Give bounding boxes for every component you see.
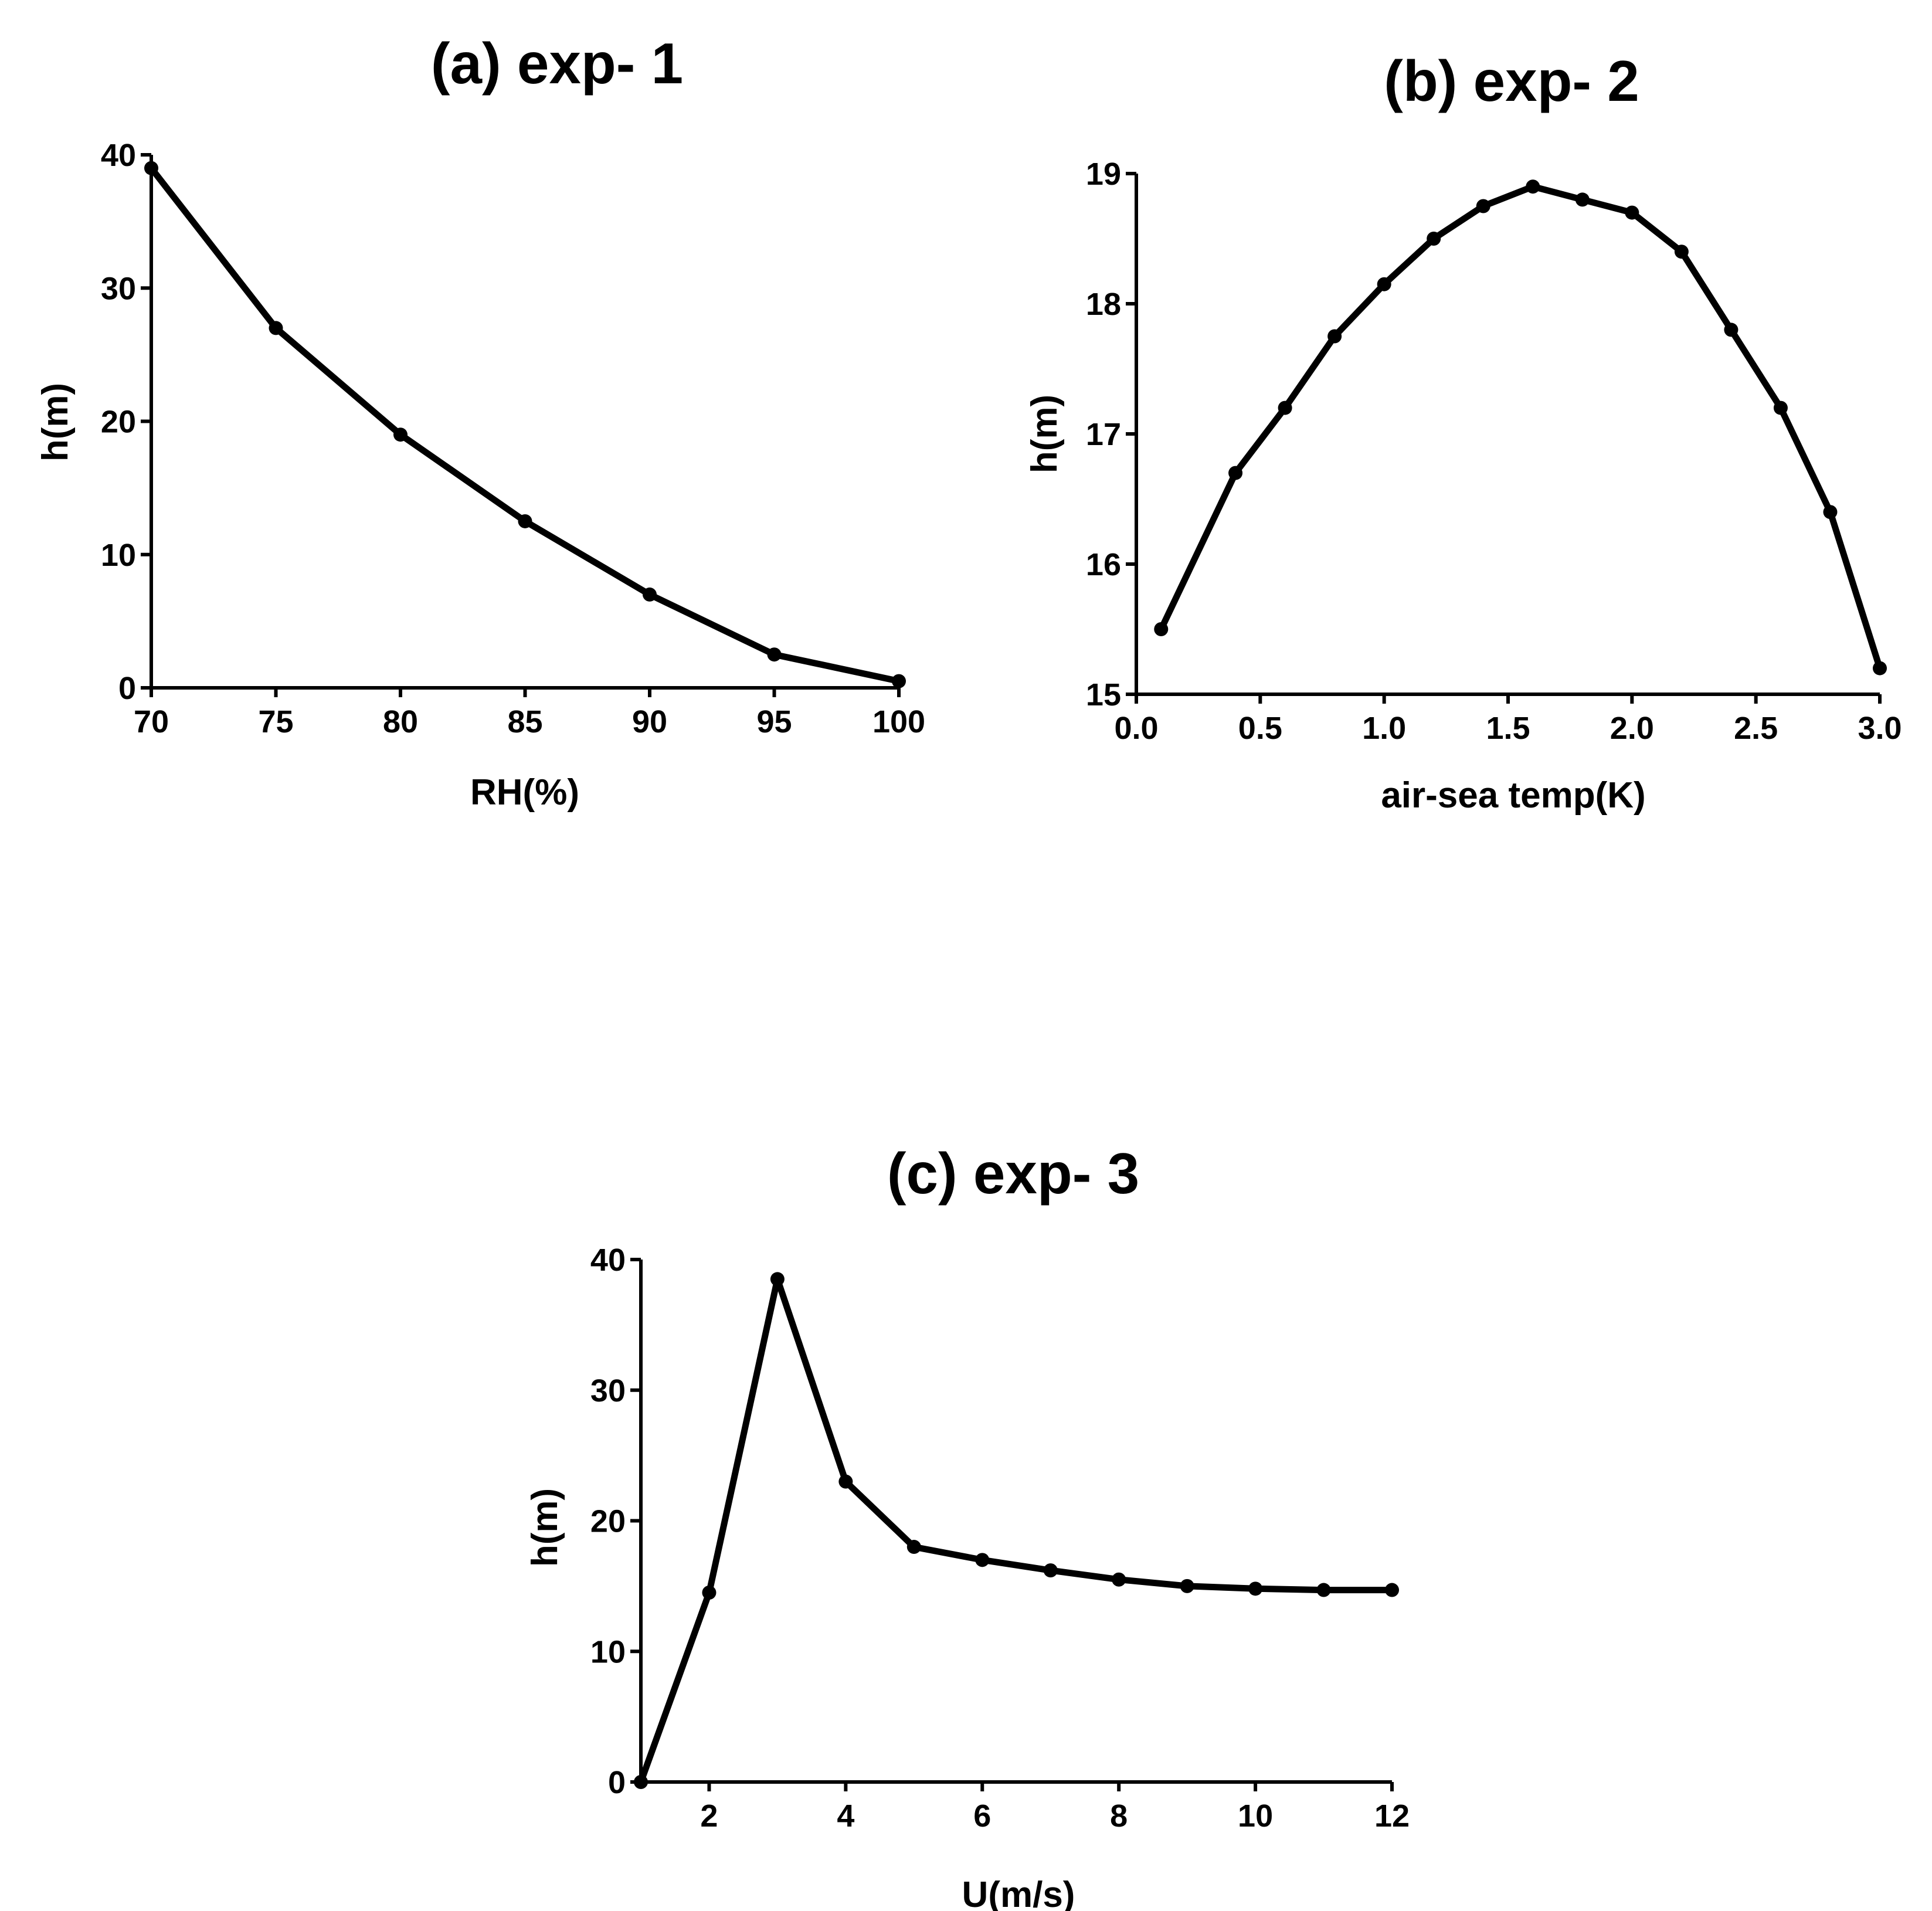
panel-c-exp-3: (c) exp- 3 2 4 6 8 10 12 0 10 20 30 40 U(m/s) h(m) bbox=[525, 1141, 1410, 1911]
panel-a-y-tick-label: 20 bbox=[101, 405, 136, 440]
panel-a-x-tick-label: 90 bbox=[632, 704, 667, 739]
panel-a-x-tick-label: 85 bbox=[507, 704, 542, 739]
panel-a-y-tick-label: 40 bbox=[101, 138, 136, 173]
panel-a-plot-area: 70 75 80 85 90 95 100 0 10 20 30 40 bbox=[101, 138, 925, 739]
panel-c-data-point bbox=[1385, 1583, 1399, 1597]
panel-c-data-point bbox=[975, 1553, 990, 1567]
panel-c-y-tick-label: 0 bbox=[608, 1765, 626, 1800]
panel-c-plot-area: 2 4 6 8 10 12 0 10 20 30 40 bbox=[590, 1243, 1410, 1834]
panel-a-y-axis-label: h(m) bbox=[35, 383, 76, 461]
panel-b-x-tick-label: 0.5 bbox=[1238, 711, 1282, 746]
panel-a-data-point bbox=[144, 161, 158, 175]
panel-b-x-tick-label: 1.0 bbox=[1362, 711, 1406, 746]
panel-c-series-line bbox=[637, 1275, 1395, 1786]
panel-b-exp-2: (b) exp- 2 0.0 0.5 1.0 1.5 2.0 2.5 3.0 15 16 17 18… bbox=[1024, 49, 1902, 816]
panel-c-data-point bbox=[1112, 1572, 1126, 1587]
panel-b-data-point bbox=[1228, 466, 1243, 480]
panel-b-y-tick-label: 15 bbox=[1086, 677, 1121, 712]
panel-b-data-point bbox=[1427, 232, 1441, 246]
panel-c-data-point bbox=[634, 1775, 648, 1789]
panel-b-x-tick-label: 2.5 bbox=[1734, 711, 1778, 746]
panel-c-x-axis-label: U(m/s) bbox=[962, 1875, 1075, 1911]
panel-c-data-point bbox=[838, 1474, 853, 1489]
panel-b-y-axis-label: h(m) bbox=[1024, 395, 1065, 473]
panel-a-title: (a) exp- 1 bbox=[431, 31, 683, 96]
panel-c-x-tick-label: 2 bbox=[700, 1798, 718, 1834]
panel-c-x-tick-label: 4 bbox=[837, 1798, 854, 1834]
panel-a-data-point bbox=[767, 647, 782, 662]
panel-b-data-point bbox=[1526, 179, 1540, 194]
panel-b-data-point bbox=[1154, 622, 1169, 636]
panel-a-data-point bbox=[269, 321, 283, 335]
panel-a-y-tick-label: 0 bbox=[118, 671, 136, 706]
panel-b-x-tick-label: 1.5 bbox=[1486, 711, 1530, 746]
panel-b-y-tick-label: 19 bbox=[1086, 157, 1121, 192]
panel-a-data-point bbox=[393, 427, 408, 442]
panel-b-data-point bbox=[1873, 661, 1887, 676]
panel-c-y-axis-label: h(m) bbox=[525, 1488, 565, 1567]
panel-c-y-tick-label: 10 bbox=[590, 1634, 626, 1669]
panel-b-data-point bbox=[1278, 400, 1292, 415]
panel-b-data-point bbox=[1377, 277, 1391, 291]
panel-c-x-tick-label: 6 bbox=[973, 1798, 991, 1834]
panel-a-x-tick-label: 70 bbox=[134, 704, 169, 739]
panel-a-exp-1: (a) exp- 1 70 75 80 85 90 95 100 0 10 20 30 40 RH(%… bbox=[35, 31, 925, 813]
panel-c-data-point bbox=[1043, 1563, 1058, 1578]
panel-b-data-point bbox=[1476, 199, 1490, 213]
panel-a-data-point bbox=[518, 514, 532, 528]
panel-a-series-line bbox=[148, 165, 902, 685]
panel-c-data-point bbox=[770, 1272, 785, 1287]
panel-b-y-tick-label: 18 bbox=[1086, 287, 1121, 322]
panel-a-y-tick-label: 30 bbox=[101, 271, 136, 306]
panel-c-data-point bbox=[906, 1540, 921, 1554]
panel-a-x-tick-label: 75 bbox=[258, 704, 293, 739]
panel-a-y-tick-label: 10 bbox=[101, 538, 136, 573]
panel-c-x-tick-label: 12 bbox=[1374, 1798, 1410, 1834]
panel-b-data-point bbox=[1773, 400, 1788, 415]
panel-b-y-tick-label: 16 bbox=[1086, 547, 1121, 582]
panel-b-x-tick-label: 2.0 bbox=[1610, 711, 1654, 746]
panel-b-title: (b) exp- 2 bbox=[1384, 49, 1639, 113]
panel-b-data-point bbox=[1625, 205, 1639, 220]
panel-b-data-point bbox=[1575, 192, 1590, 207]
panel-c-x-tick-label: 10 bbox=[1238, 1798, 1273, 1834]
panel-c-data-point bbox=[1316, 1583, 1331, 1597]
panel-c-title: (c) exp- 3 bbox=[887, 1141, 1139, 1206]
panel-b-y-tick-label: 17 bbox=[1086, 417, 1121, 452]
panel-b-series-line bbox=[1157, 183, 1883, 672]
panel-a-x-tick-label: 95 bbox=[756, 704, 792, 739]
panel-b-data-point bbox=[1674, 245, 1689, 259]
panel-c-data-point bbox=[1248, 1581, 1263, 1596]
panel-c-data-point bbox=[1180, 1579, 1194, 1593]
panel-a-data-point bbox=[892, 674, 906, 688]
panel-b-x-tick-label: 0.0 bbox=[1114, 711, 1158, 746]
panel-b-data-point bbox=[1724, 323, 1739, 337]
panel-a-x-tick-label: 100 bbox=[872, 704, 925, 739]
panel-b-data-point bbox=[1327, 329, 1342, 344]
panel-b-data-point bbox=[1823, 505, 1838, 520]
panel-a-x-tick-label: 80 bbox=[383, 704, 418, 739]
panel-c-y-tick-label: 30 bbox=[590, 1373, 626, 1408]
panel-b-x-tick-label: 3.0 bbox=[1858, 711, 1902, 746]
panel-c-data-point bbox=[702, 1586, 717, 1600]
panel-c-x-tick-label: 8 bbox=[1110, 1798, 1128, 1834]
panel-c-y-tick-label: 20 bbox=[590, 1504, 626, 1539]
panel-b-x-axis-label: air-sea temp(K) bbox=[1381, 775, 1645, 816]
panel-a-data-point bbox=[643, 587, 657, 602]
panel-c-y-tick-label: 40 bbox=[590, 1243, 626, 1278]
panel-b-plot-area: 0.0 0.5 1.0 1.5 2.0 2.5 3.0 15 16 17 18 19 bbox=[1086, 157, 1902, 746]
panel-a-x-axis-label: RH(%) bbox=[470, 772, 579, 813]
